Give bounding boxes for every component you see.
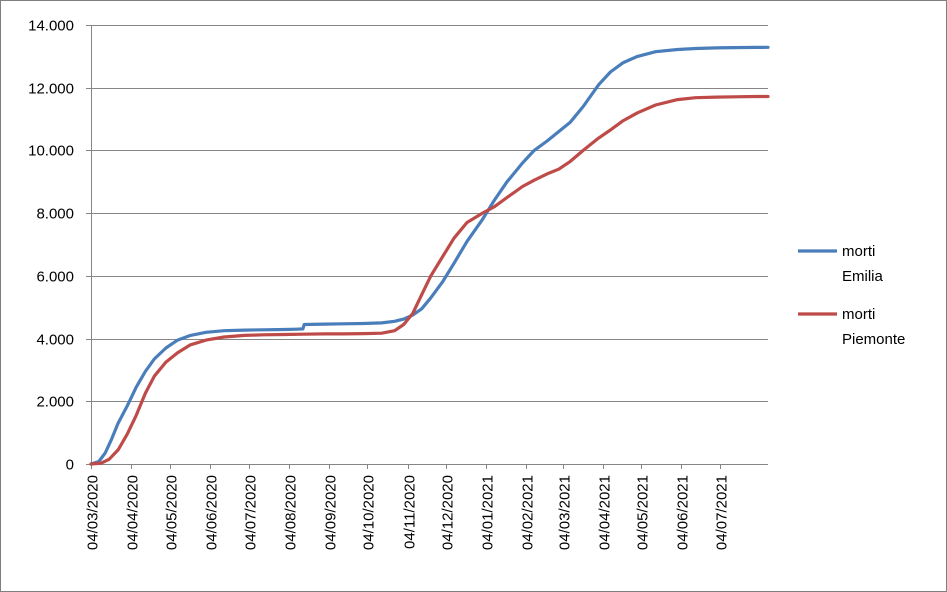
x-tick-label: 04/04/2020 — [125, 475, 142, 550]
axes — [86, 25, 768, 469]
series-lines — [89, 45, 770, 466]
x-tick-label: 04/07/2021 — [714, 475, 731, 550]
x-tick-label: 04/09/2020 — [323, 475, 340, 550]
x-tick-labels: 04/03/2020 04/04/2020 04/05/2020 04/06/2020… — [85, 475, 731, 550]
y-tick-label: 0 — [66, 457, 74, 474]
x-tick-label: 04/06/2020 — [204, 475, 221, 550]
x-tick-label: 04/05/2020 — [164, 475, 181, 550]
y-tick-label: 12.000 — [28, 81, 74, 98]
x-tick-label: 04/01/2021 — [480, 475, 497, 550]
legend-label-emilia: morti — [842, 243, 875, 260]
x-tick-label: 04/03/2021 — [557, 475, 574, 550]
x-tick-label: 04/11/2020 — [402, 475, 419, 549]
x-tick-label: 04/07/2020 — [243, 475, 260, 550]
x-tick-label: 04/10/2020 — [361, 475, 378, 550]
legend-label-piemonte: morti — [842, 306, 875, 323]
x-tick-label: 04/08/2020 — [283, 475, 300, 550]
x-tick-label: 04/04/2021 — [597, 475, 614, 550]
y-tick-label: 14.000 — [28, 18, 74, 35]
series-line-piemonte — [89, 94, 770, 466]
legend: morti Emilia morti Piemonte — [798, 243, 905, 348]
y-tick-labels: 0 2.000 4.000 6.000 8.000 10.000 12.000 14.000 — [28, 18, 74, 474]
x-tick-label: 04/06/2021 — [675, 475, 692, 550]
x-tick-label: 04/05/2021 — [635, 475, 652, 550]
x-tick-label: 04/03/2020 — [85, 475, 102, 550]
legend-label-piemonte: Piemonte — [842, 331, 905, 348]
y-tick-label: 8.000 — [36, 206, 74, 223]
y-tick-label: 6.000 — [36, 269, 74, 286]
x-tick-label: 04/02/2021 — [520, 475, 537, 550]
x-tick-label: 04/12/2020 — [440, 475, 457, 550]
y-tick-label: 4.000 — [36, 332, 74, 349]
y-tick-label: 10.000 — [28, 143, 74, 160]
legend-label-emilia: Emilia — [842, 268, 883, 285]
y-tick-label: 2.000 — [36, 394, 74, 411]
